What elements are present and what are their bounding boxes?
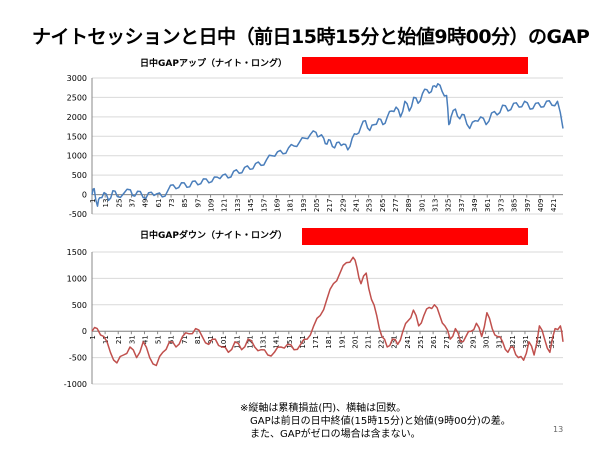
x-tick-label: 49: [142, 199, 150, 208]
x-tick-label: 31: [128, 335, 136, 344]
x-tick-label: 1: [89, 335, 97, 339]
x-tick-label: 251: [417, 335, 425, 348]
x-tick-label: 331: [522, 335, 530, 348]
x-tick-label: 271: [443, 335, 451, 348]
x-tick-label: 121: [221, 199, 229, 212]
x-tick-label: 111: [233, 335, 241, 348]
x-tick-label: 61: [168, 335, 176, 344]
x-tick-label: 261: [430, 335, 438, 348]
x-tick-label: 341: [535, 335, 543, 348]
x-tick-label: 217: [326, 199, 334, 212]
series-line: [91, 83, 564, 207]
x-tick-label: 181: [287, 199, 295, 212]
x-tick-label: 241: [404, 335, 412, 348]
x-tick-label: 73: [168, 199, 176, 208]
footnote-line-1: ※縦軸は累積損益(円)、横軸は回数。: [240, 403, 407, 414]
x-tick-label: 157: [260, 199, 268, 212]
x-tick-label: 101: [220, 335, 228, 348]
x-tick-label: 41: [141, 335, 149, 344]
x-tick-label: 231: [391, 335, 399, 348]
x-tick-label: 97: [194, 199, 202, 208]
x-tick-label: 265: [379, 199, 387, 212]
x-tick-label: 229: [339, 199, 347, 212]
x-tick-label: 131: [260, 335, 268, 348]
page-number: 13: [553, 425, 564, 434]
gap-up-chart-svg: 日中GAPアップ（ナイト・ロング） -500 0 500 1000 1500 2000 250…: [67, 57, 564, 219]
x-tick-label: 85: [181, 199, 189, 208]
y-tick-label: 2000: [67, 113, 87, 122]
footnote: ※縦軸は累積損益(円)、横軸は回数。 GAPは前日の日中終値(15時15分)と始…: [240, 402, 511, 441]
x-tick-label: 291: [469, 335, 477, 348]
x-tick-label: 51: [155, 335, 163, 344]
x-tick-label: 193: [300, 199, 308, 212]
x-tick-label: 311: [496, 335, 504, 348]
x-tick-label: 169: [273, 199, 281, 212]
x-tick-label: 61: [155, 199, 163, 208]
x-tick-label: 37: [129, 199, 137, 208]
x-tick-label: 145: [247, 199, 255, 212]
x-tick-label: 81: [194, 335, 202, 344]
chart-title: 日中GAPアップ（ナイト・ロング）: [140, 57, 287, 69]
chart-title: 日中GAPダウン（ナイト・ロング）: [140, 229, 287, 241]
x-tick-label: 221: [378, 335, 386, 348]
x-tick-label: 211: [365, 335, 373, 348]
x-tick-label: 21: [115, 335, 123, 344]
y-tick-label: 3000: [67, 74, 87, 83]
y-tick-label: 1000: [67, 152, 87, 161]
x-tick-label: 321: [509, 335, 517, 348]
x-tick-label: 13: [102, 199, 110, 208]
x-tick-label: 361: [484, 199, 492, 212]
gap-up-chart: 日中GAPアップ（ナイト・ロング） -500 0 500 1000 1500 2000 250…: [0, 54, 600, 224]
x-tick-label: 201: [351, 335, 359, 348]
y-tick-label: 2500: [67, 93, 87, 102]
y-tick-label: 0: [82, 191, 87, 200]
y-tick-label: -500: [69, 210, 87, 219]
footnote-line-2: GAPは前日の日中終値(15時15分)と始値(9時00分)の差。: [250, 416, 511, 427]
x-tick-label: 421: [550, 199, 558, 212]
x-tick-label: 313: [432, 199, 440, 212]
x-tick-label: 181: [325, 335, 333, 348]
x-tick-label: 151: [286, 335, 294, 348]
y-tick-label: 1500: [67, 248, 87, 257]
x-tick-label: 301: [483, 335, 491, 348]
y-tick-label: 0: [82, 327, 87, 336]
y-tick-label: 1500: [67, 132, 87, 141]
page-title: ナイトセッションと日中（前日15時15分と始値9時00分）のGAP: [32, 26, 590, 48]
y-tick-label: 500: [72, 301, 87, 310]
x-tick-label: 71: [181, 335, 189, 344]
highlight-bar: [302, 228, 528, 245]
x-tick-label: 337: [458, 199, 466, 212]
y-tick-label: -500: [69, 354, 87, 363]
x-tick-label: 409: [537, 199, 545, 212]
x-tick-label: 141: [273, 335, 281, 348]
x-tick-label: 205: [313, 199, 321, 212]
x-tick-label: 289: [405, 199, 413, 212]
y-tick-label: 500: [72, 171, 87, 180]
x-tick-label: 325: [445, 199, 453, 212]
x-tick-label: 109: [208, 199, 216, 212]
x-tick-label: 277: [392, 199, 400, 212]
x-tick-label: 241: [352, 199, 360, 212]
y-tick-label: 1000: [67, 274, 87, 283]
x-tick-label: 397: [524, 199, 532, 212]
x-tick-label: 385: [511, 199, 519, 212]
y-tick-label: -1000: [64, 380, 87, 389]
x-tick-label: 253: [366, 199, 374, 212]
x-tick-label: 25: [115, 199, 123, 208]
x-tick-label: 171: [312, 335, 320, 348]
x-tick-label: 301: [418, 199, 426, 212]
series-line: [91, 256, 564, 367]
x-tick-label: 191: [338, 335, 346, 348]
x-tick-label: 1: [89, 199, 97, 203]
gap-down-chart: 日中GAPダウン（ナイト・ロング） -1000 -500 0 500 1000 1500 1 1…: [0, 226, 600, 402]
x-tick-label: 121: [246, 335, 254, 348]
footnote-line-3: また、GAPがゼロの場合は含まない。: [250, 429, 421, 440]
x-tick-label: 349: [471, 199, 479, 212]
highlight-bar: [302, 57, 528, 74]
x-tick-label: 373: [497, 199, 505, 212]
x-tick-label: 133: [234, 199, 242, 212]
